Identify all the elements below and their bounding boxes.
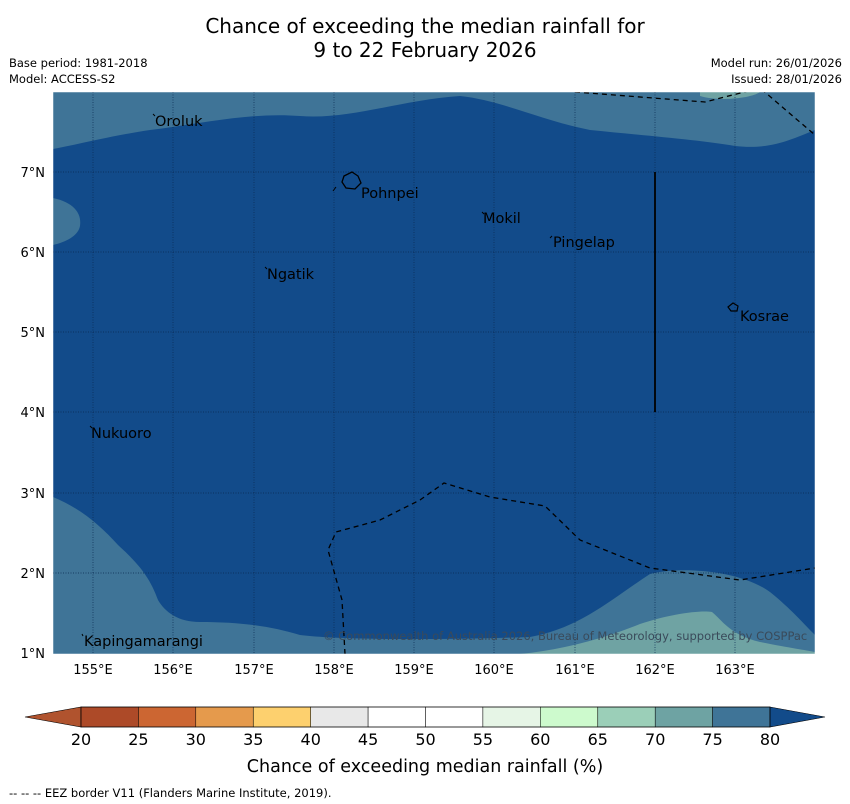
place-pingelap: Pingelap [553, 235, 615, 251]
pohnpei-island-outline [341, 171, 362, 190]
base-period-text: Base period: 1981-2018 [9, 56, 148, 70]
model-text: Model: ACCESS-S2 [9, 72, 116, 86]
colorbar-cell-55-60 [482, 706, 541, 728]
lon-label-158e: 158°E [314, 663, 354, 678]
colorbar-tick-50: 50 [415, 730, 435, 749]
colorbar-tick-75: 75 [702, 730, 722, 749]
colorbar-tick-55: 55 [473, 730, 493, 749]
lon-label-157e: 157°E [234, 663, 274, 678]
colorbar-tick-25: 25 [128, 730, 148, 749]
place-ngatik: Ngatik [267, 267, 315, 283]
colorbar-cell-45-50 [367, 706, 426, 728]
colorbar-tick-45: 45 [358, 730, 378, 749]
kosrae-island-outline [727, 302, 739, 312]
band-75-top [53, 92, 815, 149]
colorbar-cells [80, 706, 771, 728]
colorbar-cell-20-25 [80, 706, 139, 728]
copyright-notice: © Commonwealth of Australia 2026, Bureau… [323, 629, 807, 643]
colorbar-label: Chance of exceeding median rainfall (%) [247, 757, 603, 777]
eez-footnote: -- -- -- EEZ border V11 (Flanders Marine… [9, 786, 332, 800]
place-nukuoro: Nukuoro [91, 426, 152, 442]
meta-left: Base period: 1981-2018 Model: ACCESS-S2 [9, 55, 148, 87]
map-frame [52, 91, 816, 655]
pohnpei-islet [332, 186, 337, 192]
place-kosrae: Kosrae [740, 309, 789, 325]
band-80-plus [53, 92, 815, 654]
lon-label-156e: 156°E [153, 663, 193, 678]
place-pohnpei: Pohnpei [361, 186, 419, 202]
place-mokil: Mokil [483, 211, 521, 227]
colorbar-cell-40-45 [310, 706, 369, 728]
colorbar-tick-40: 40 [301, 730, 321, 749]
colorbar-under-arrow [24, 706, 82, 728]
issued-text: Issued: 28/01/2026 [731, 72, 842, 86]
colorbar-over-arrow [769, 706, 826, 728]
lon-label-163e: 163°E [715, 663, 755, 678]
lat-label-7n: 7°N [21, 166, 46, 181]
band-75-left [53, 198, 81, 245]
lat-label-6n: 6°N [21, 246, 46, 261]
lon-label-162e: 162°E [635, 663, 675, 678]
colorbar-tick-35: 35 [243, 730, 263, 749]
place-kapingamarangi: Kapingamarangi [84, 634, 203, 650]
colorbar-outline [80, 706, 771, 728]
colorbar-cell-25-30 [138, 706, 197, 728]
lon-label-161e: 161°E [555, 663, 595, 678]
colorbar-cell-75-80 [712, 706, 771, 728]
lon-label-159e: 159°E [394, 663, 434, 678]
colorbar-tick-30: 30 [186, 730, 206, 749]
lon-label-160e: 160°E [474, 663, 514, 678]
colorbar-cell-30-35 [195, 706, 254, 728]
colorbar-tick-labels: 20 25 30 35 40 45 50 55 60 65 70 75 80 [71, 730, 780, 749]
band-70-bottom [520, 611, 815, 654]
graticule [53, 92, 815, 654]
place-oroluk: Oroluk [155, 114, 203, 130]
lon-label-155e: 155°E [73, 663, 113, 678]
lat-label-1n: 1°N [21, 647, 46, 662]
colorbar-tick-80: 80 [760, 730, 780, 749]
colorbar-cell-65-70 [597, 706, 656, 728]
lat-tick-labels: 7°N 6°N 5°N 4°N 3°N 2°N 1°N [21, 166, 46, 662]
colorbar-cell-35-40 [253, 706, 311, 728]
colorbar-cell-70-75 [654, 706, 713, 728]
rainfall-probability-field [53, 92, 815, 654]
colorbar-cell-50-55 [425, 706, 484, 728]
meta-right: Model run: 26/01/2026 Issued: 28/01/2026 [711, 55, 842, 87]
band-75-bottom [53, 497, 815, 654]
colorbar: 20 25 30 35 40 45 50 55 60 65 70 75 80 Chance of exc… [24, 706, 826, 777]
colorbar-tick-60: 60 [530, 730, 550, 749]
colorbar-tick-20: 20 [71, 730, 91, 749]
lat-label-5n: 5°N [21, 326, 46, 341]
colorbar-tick-70: 70 [645, 730, 665, 749]
colorbar-cell-60-65 [540, 706, 598, 728]
model-run-text: Model run: 26/01/2026 [710, 56, 842, 70]
lat-label-4n: 4°N [21, 406, 46, 421]
map-title-line-2: 9 to 22 February 2026 [313, 38, 537, 62]
lat-label-2n: 2°N [21, 567, 46, 582]
eez-borders [327, 92, 815, 654]
colorbar-tick-65: 65 [588, 730, 608, 749]
lon-tick-labels: 155°E 156°E 157°E 158°E 159°E 160°E 161°… [73, 663, 755, 678]
map-title-line-1: Chance of exceeding the median rainfall … [205, 14, 645, 38]
atoll-markers [81, 113, 553, 637]
lat-label-3n: 3°N [21, 487, 46, 502]
